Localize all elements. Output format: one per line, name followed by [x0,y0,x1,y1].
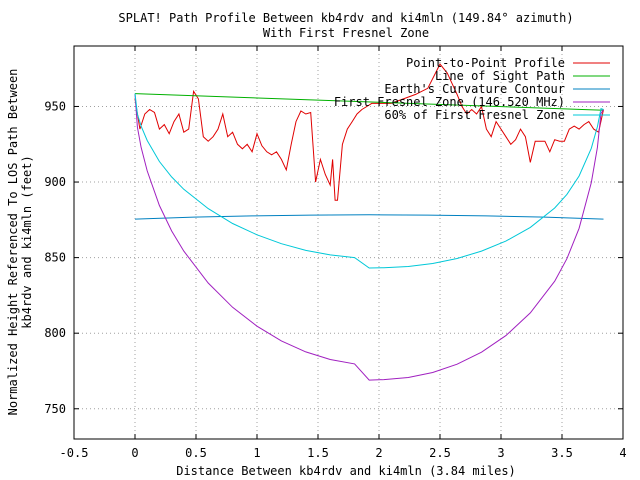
series-line [134,93,604,269]
y-axis-label-line-2: kb4rdv and ki4mln (feet) [20,155,34,328]
legend-label: First Fresnel Zone (146.520 MHz) [334,95,565,109]
legend-label: Earth's Curvature Contour [384,82,565,96]
plot-frame [73,45,624,440]
y-tick-label: 750 [44,402,66,416]
x-axis-label: Distance Between kb4rdv and ki4mln (3.84… [176,464,516,478]
x-tick-label: 1.5 [307,446,329,460]
series-line [134,214,604,220]
x-tick-label: 2.5 [429,446,451,460]
y-tick-label: 800 [44,326,66,340]
series-line [134,63,604,201]
legend-label: Point-to-Point Profile [406,56,565,70]
axis-ticks: -0.5 0 0.5 1 1.5 2 2.5 3 3.5 4 750 800 850 900 950 [44,46,627,460]
x-tick-label: 0 [131,446,138,460]
legend-label: Line of Sight Path [435,69,565,83]
x-tick-label: -0.5 [60,446,89,460]
x-tick-label: 3 [497,446,504,460]
x-tick-label: 2 [375,446,382,460]
x-tick-label: 1 [253,446,260,460]
x-tick-label: 4 [619,446,626,460]
chart-subtitle: With First Fresnel Zone [263,26,429,40]
x-tick-label: 0.5 [185,446,207,460]
series-line [134,93,604,381]
y-tick-label: 900 [44,175,66,189]
legend-label: 60% of First Fresnel Zone [384,108,565,122]
series-line [134,93,604,111]
y-axis-label-line-1: Normalized Height Referenced To LOS Path… [6,69,20,416]
y-tick-label: 950 [44,99,66,113]
series-lines [134,63,604,381]
x-tick-label: 3.5 [551,446,573,460]
chart-title: SPLAT! Path Profile Between kb4rdv and k… [118,11,573,25]
y-tick-label: 850 [44,251,66,265]
